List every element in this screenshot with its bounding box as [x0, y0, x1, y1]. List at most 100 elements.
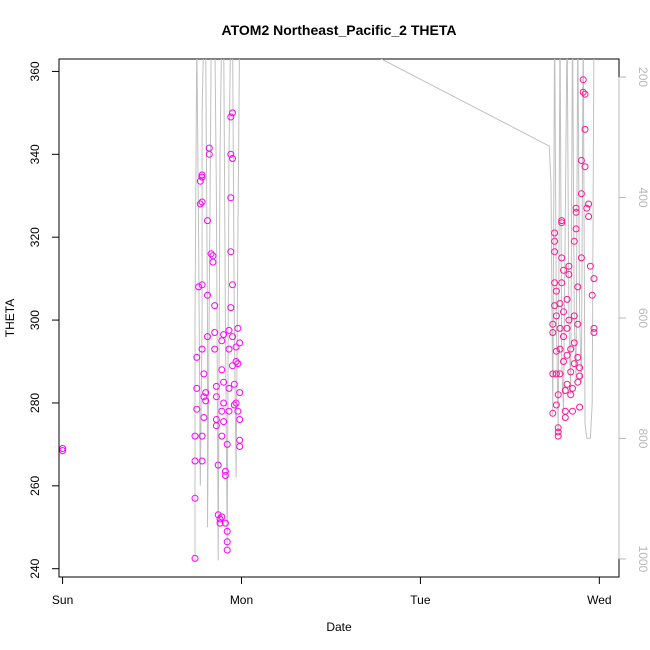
- plot-area: [59, 59, 598, 562]
- data-point: [236, 443, 244, 450]
- data-point: [205, 150, 213, 158]
- data-point: [579, 88, 587, 96]
- data-point: [204, 291, 211, 299]
- data-point: [230, 380, 238, 388]
- data-point: [221, 472, 229, 479]
- data-point: [193, 384, 201, 392]
- data-point: [191, 554, 199, 562]
- data-point: [570, 312, 578, 320]
- data-point: [59, 445, 67, 452]
- x-tick-label: Sun: [52, 593, 73, 607]
- data-point: [570, 360, 578, 368]
- data-point: [193, 353, 201, 361]
- data-point: [574, 353, 582, 361]
- data-point: [574, 378, 582, 386]
- data-point: [581, 90, 589, 98]
- right-axis: 200 400 600 800 1000: [618, 67, 650, 573]
- data-point: [232, 358, 240, 365]
- data-point: [198, 171, 206, 179]
- data-point: [579, 76, 587, 84]
- data-point: [236, 416, 244, 423]
- data-point: [567, 368, 575, 376]
- data-point: [583, 204, 591, 212]
- data-point: [572, 204, 580, 212]
- data-point: [229, 109, 236, 117]
- data-point: [552, 312, 560, 320]
- data-point: [218, 432, 226, 440]
- data-point: [196, 177, 204, 185]
- data-point: [202, 389, 210, 397]
- data-point: [574, 283, 582, 291]
- data-point: [570, 339, 578, 347]
- data-point: [230, 401, 238, 409]
- data-point: [577, 157, 585, 164]
- data-point: [220, 418, 228, 426]
- data-point: [558, 219, 566, 227]
- data-point: [218, 366, 226, 374]
- data-point: [218, 513, 226, 521]
- data-point: [551, 248, 559, 256]
- data-point: [565, 271, 573, 278]
- data-point: [232, 343, 240, 351]
- y-tick-label: 280: [28, 393, 42, 413]
- data-point: [236, 389, 244, 397]
- data-point: [214, 511, 222, 519]
- data-point: [560, 266, 567, 274]
- data-point: [221, 519, 229, 527]
- data-point: [195, 283, 203, 291]
- data-point: [549, 409, 557, 417]
- x-tick-label: Mon: [230, 593, 253, 607]
- data-point: [590, 329, 598, 336]
- data-point: [221, 467, 229, 475]
- data-point: [196, 200, 204, 208]
- data-point: [549, 329, 557, 336]
- data-point: [565, 262, 573, 270]
- data-point: [590, 324, 598, 332]
- y-tick-label: 360: [28, 61, 42, 81]
- data-point: [556, 370, 564, 378]
- data-point: [549, 370, 557, 378]
- right-tick-label: 1000: [636, 546, 650, 573]
- data-point: [198, 198, 206, 206]
- data-point: [225, 345, 233, 353]
- x-tick-label: Wed: [587, 593, 611, 607]
- y-tick-label: 260: [28, 475, 42, 495]
- data-point: [558, 217, 566, 225]
- data-point: [567, 391, 575, 399]
- data-point: [227, 248, 235, 256]
- data-point: [218, 407, 226, 415]
- data-point: [556, 324, 564, 332]
- chart-title: ATOM2 Northeast_Pacific_2 THETA: [222, 22, 457, 38]
- data-point: [198, 432, 206, 440]
- data-point: [558, 279, 566, 287]
- plot-frame: [58, 58, 620, 578]
- data-point: [223, 527, 231, 535]
- data-point: [200, 414, 208, 421]
- data-point: [234, 324, 242, 332]
- y-tick-label: 300: [28, 310, 42, 330]
- data-point: [227, 150, 235, 158]
- data-point: [202, 397, 210, 405]
- x-tick-label: Tue: [410, 593, 431, 607]
- data-point: [214, 461, 222, 469]
- data-point: [234, 360, 242, 368]
- data-point: [554, 424, 562, 432]
- series-line: [194, 59, 595, 561]
- data-point: [565, 316, 573, 324]
- data-point: [561, 407, 569, 415]
- data-point: [193, 405, 201, 413]
- data-point: [563, 351, 571, 359]
- data-point: [556, 300, 564, 307]
- data-point: [576, 403, 584, 411]
- data-point: [218, 337, 226, 345]
- data-point: [560, 308, 567, 316]
- data-point: [586, 262, 594, 270]
- data-point: [561, 387, 569, 394]
- data-point: [569, 384, 576, 392]
- y-tick-label: 240: [28, 558, 42, 578]
- data-point: [191, 457, 199, 465]
- data-point: [212, 393, 220, 401]
- data-point: [207, 250, 215, 258]
- data-point: [223, 440, 231, 448]
- data-point: [574, 320, 582, 328]
